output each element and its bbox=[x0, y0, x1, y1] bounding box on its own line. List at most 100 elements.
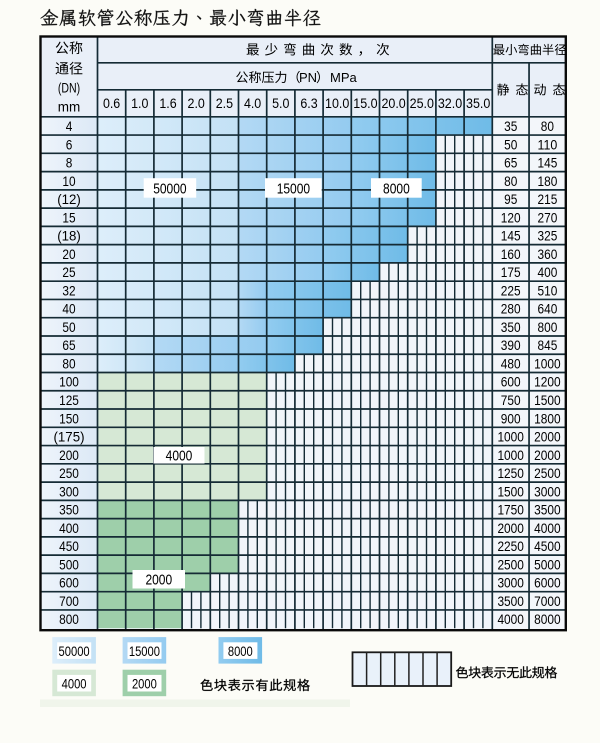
svg-text:1500: 1500 bbox=[497, 483, 524, 499]
svg-text:1.6: 1.6 bbox=[159, 96, 176, 111]
svg-text:700: 700 bbox=[59, 593, 79, 609]
svg-text:(175): (175) bbox=[54, 429, 85, 445]
svg-text:2250: 2250 bbox=[497, 538, 524, 554]
svg-text:4000: 4000 bbox=[166, 448, 193, 465]
svg-text:500: 500 bbox=[59, 556, 79, 572]
svg-text:325: 325 bbox=[538, 228, 558, 244]
svg-text:0.6: 0.6 bbox=[103, 96, 120, 111]
svg-text:350: 350 bbox=[501, 319, 521, 335]
svg-text:2000: 2000 bbox=[534, 447, 561, 463]
svg-text:65: 65 bbox=[504, 155, 517, 171]
svg-text:390: 390 bbox=[501, 337, 521, 353]
svg-text:215: 215 bbox=[538, 191, 558, 207]
svg-text:95: 95 bbox=[504, 191, 517, 207]
svg-text:225: 225 bbox=[501, 282, 521, 298]
svg-text:8000: 8000 bbox=[383, 180, 410, 197]
svg-text:8: 8 bbox=[66, 155, 73, 171]
svg-text:845: 845 bbox=[538, 337, 558, 353]
svg-text:4: 4 bbox=[66, 118, 73, 134]
svg-text:40: 40 bbox=[62, 301, 75, 317]
svg-text:1.0: 1.0 bbox=[131, 96, 148, 111]
svg-text:6000: 6000 bbox=[534, 575, 561, 591]
svg-text:800: 800 bbox=[59, 611, 79, 627]
svg-text:8000: 8000 bbox=[534, 611, 561, 627]
svg-text:800: 800 bbox=[538, 319, 558, 335]
svg-text:300: 300 bbox=[59, 483, 79, 499]
svg-text:2000: 2000 bbox=[145, 572, 172, 589]
svg-text:2000: 2000 bbox=[132, 675, 157, 691]
svg-text:480: 480 bbox=[501, 356, 521, 372]
svg-text:750: 750 bbox=[501, 392, 521, 408]
svg-text:MPa: MPa bbox=[330, 70, 358, 85]
svg-text:6: 6 bbox=[66, 136, 73, 152]
svg-text:180: 180 bbox=[538, 173, 558, 189]
svg-text:400: 400 bbox=[59, 520, 79, 536]
svg-text:(18): (18) bbox=[57, 228, 81, 244]
svg-text:80: 80 bbox=[62, 356, 75, 372]
svg-text:2.0: 2.0 bbox=[188, 96, 205, 111]
svg-text:640: 640 bbox=[538, 301, 558, 317]
svg-text:mm: mm bbox=[58, 99, 81, 114]
svg-text:4.0: 4.0 bbox=[244, 96, 261, 111]
svg-text:350: 350 bbox=[59, 502, 79, 518]
svg-text:2500: 2500 bbox=[534, 465, 561, 481]
svg-text:125: 125 bbox=[59, 392, 79, 408]
svg-text:100: 100 bbox=[59, 374, 79, 390]
svg-text:6.3: 6.3 bbox=[300, 96, 317, 111]
svg-text:4000: 4000 bbox=[497, 611, 524, 627]
svg-text:80: 80 bbox=[504, 173, 517, 189]
svg-text:(DN): (DN) bbox=[58, 80, 80, 95]
svg-text:50: 50 bbox=[62, 319, 75, 335]
svg-text:450: 450 bbox=[59, 538, 79, 554]
svg-text:200: 200 bbox=[59, 447, 79, 463]
svg-text:35.0: 35.0 bbox=[466, 96, 490, 111]
svg-text:1750: 1750 bbox=[497, 502, 524, 518]
svg-text:145: 145 bbox=[501, 228, 521, 244]
svg-text:1200: 1200 bbox=[534, 374, 561, 390]
svg-text:50000: 50000 bbox=[153, 180, 186, 197]
svg-text:4500: 4500 bbox=[534, 538, 561, 554]
svg-text:10.0: 10.0 bbox=[325, 96, 349, 111]
svg-text:2000: 2000 bbox=[534, 429, 561, 445]
svg-text:3000: 3000 bbox=[497, 575, 524, 591]
svg-text:80: 80 bbox=[541, 118, 554, 134]
svg-text:20.0: 20.0 bbox=[381, 96, 405, 111]
svg-text:1250: 1250 bbox=[497, 465, 524, 481]
svg-text:65: 65 bbox=[62, 337, 75, 353]
svg-text:20: 20 bbox=[62, 246, 75, 262]
svg-text:10: 10 bbox=[62, 173, 75, 189]
svg-text:145: 145 bbox=[538, 155, 558, 171]
svg-text:5.0: 5.0 bbox=[272, 96, 289, 111]
svg-text:1000: 1000 bbox=[497, 429, 524, 445]
svg-text:8000: 8000 bbox=[228, 643, 253, 659]
svg-text:3500: 3500 bbox=[534, 502, 561, 518]
svg-text:PN: PN bbox=[299, 70, 317, 85]
svg-text:4000: 4000 bbox=[534, 520, 561, 536]
svg-text:1500: 1500 bbox=[534, 392, 561, 408]
svg-text:50: 50 bbox=[504, 136, 517, 152]
svg-text:160: 160 bbox=[501, 246, 521, 262]
svg-text:900: 900 bbox=[501, 410, 521, 426]
svg-text:15000: 15000 bbox=[277, 180, 310, 197]
svg-text:3500: 3500 bbox=[497, 593, 524, 609]
svg-text:32.0: 32.0 bbox=[438, 96, 462, 111]
svg-text:25.0: 25.0 bbox=[410, 96, 434, 111]
svg-text:600: 600 bbox=[501, 374, 521, 390]
svg-text:35: 35 bbox=[504, 118, 517, 134]
svg-text:15000: 15000 bbox=[129, 643, 160, 659]
svg-text:400: 400 bbox=[538, 264, 558, 280]
svg-text:110: 110 bbox=[538, 136, 558, 152]
svg-text:120: 120 bbox=[501, 209, 521, 225]
svg-text:2.5: 2.5 bbox=[216, 96, 233, 111]
svg-text:7000: 7000 bbox=[534, 593, 561, 609]
svg-text:25: 25 bbox=[62, 264, 75, 280]
svg-text:3000: 3000 bbox=[534, 483, 561, 499]
svg-text:50000: 50000 bbox=[59, 643, 90, 659]
svg-text:600: 600 bbox=[59, 575, 79, 591]
svg-text:250: 250 bbox=[59, 465, 79, 481]
svg-text:270: 270 bbox=[538, 209, 558, 225]
svg-text:(12): (12) bbox=[57, 191, 81, 207]
svg-text:1000: 1000 bbox=[497, 447, 524, 463]
svg-text:4000: 4000 bbox=[62, 675, 87, 691]
svg-text:15.0: 15.0 bbox=[353, 96, 377, 111]
